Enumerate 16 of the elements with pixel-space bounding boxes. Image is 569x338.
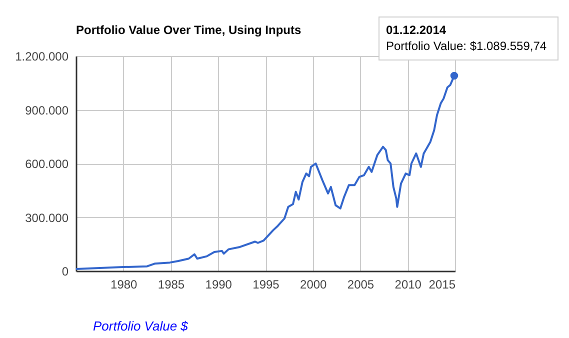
y-tick-label: 1.200.000 xyxy=(15,50,69,64)
y-tick-label: 300.000 xyxy=(25,210,69,225)
y-tick-label: 0 xyxy=(62,264,69,278)
x-tick-label: 2005 xyxy=(347,278,374,292)
x-tick-label: 2000 xyxy=(300,278,328,292)
x-tick-label: 1990 xyxy=(205,278,232,292)
x-tick-label: 1985 xyxy=(158,278,185,292)
x-tick-label: 2015 xyxy=(428,278,456,292)
x-tick-label: 1980 xyxy=(110,278,138,292)
x-tick-label: 1995 xyxy=(252,278,280,292)
annotation: 01.12.2014 Portfolio Value: $1.089.559,74 xyxy=(386,23,547,53)
y-tick-label: 600.000 xyxy=(25,157,69,171)
chart-title: Portfolio Value Over Time, Using Inputs xyxy=(76,23,302,37)
y-tick-label: 900.000 xyxy=(25,103,69,118)
x-tick-label: 2010 xyxy=(394,278,422,292)
text: Portfolio Value $ xyxy=(93,318,189,334)
